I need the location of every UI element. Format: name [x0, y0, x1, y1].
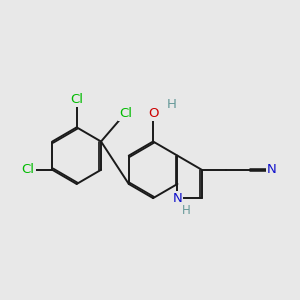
Text: Cl: Cl: [22, 163, 34, 176]
Text: Cl: Cl: [119, 107, 132, 120]
Text: H: H: [166, 98, 176, 111]
Text: N: N: [172, 192, 182, 205]
Text: N: N: [267, 163, 277, 176]
Text: Cl: Cl: [70, 92, 83, 106]
Text: H: H: [182, 203, 190, 217]
Text: O: O: [148, 107, 158, 120]
